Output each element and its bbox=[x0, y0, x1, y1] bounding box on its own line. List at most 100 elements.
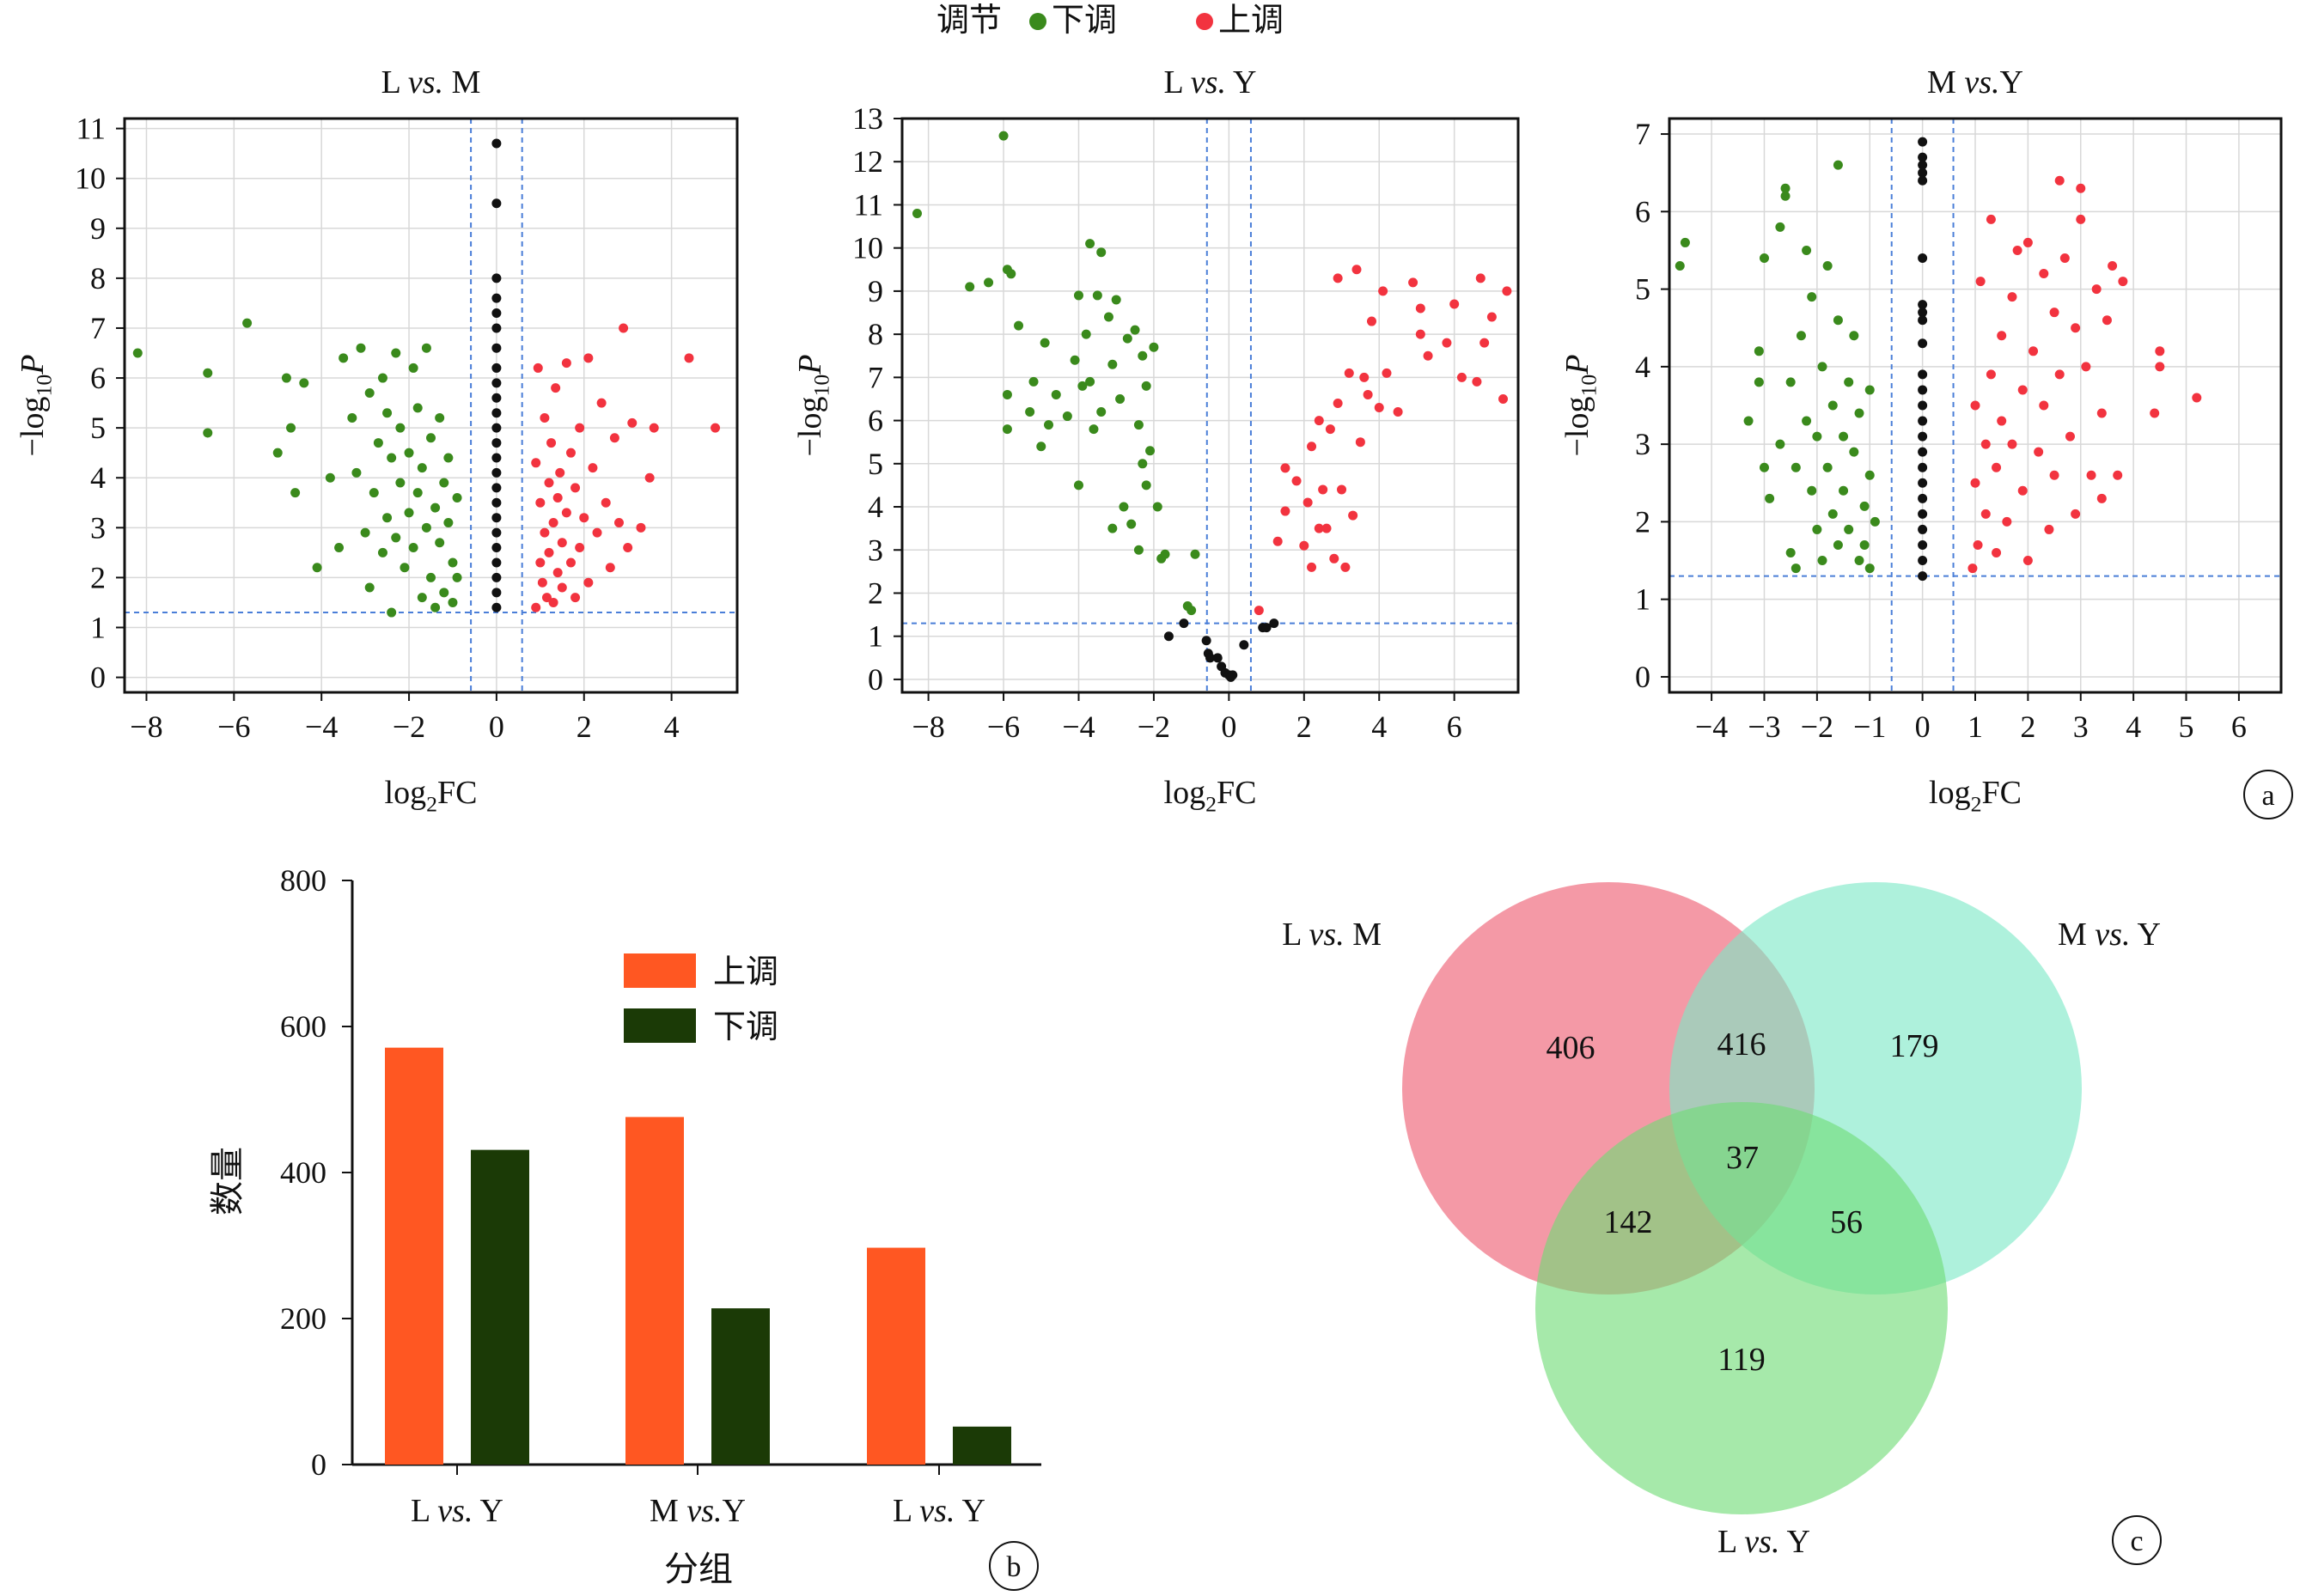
data-point-ns bbox=[491, 198, 502, 209]
data-point-up bbox=[619, 323, 629, 333]
data-point-down bbox=[1085, 376, 1095, 387]
y-tick-label: 3 bbox=[868, 533, 883, 567]
data-point-up bbox=[2150, 408, 2160, 418]
data-point-down bbox=[1854, 408, 1864, 418]
y-tick-label: 12 bbox=[852, 144, 883, 179]
data-point-down bbox=[1833, 315, 1843, 326]
data-point-down bbox=[1807, 485, 1817, 496]
data-point-ns bbox=[1163, 631, 1174, 642]
data-point-down bbox=[1807, 292, 1817, 302]
data-point-down bbox=[435, 538, 445, 548]
data-point-down bbox=[1864, 470, 1875, 480]
data-point-up bbox=[588, 463, 598, 473]
data-point-down bbox=[412, 488, 423, 498]
data-point-down bbox=[1073, 480, 1083, 490]
data-point-ns bbox=[1918, 175, 1928, 186]
data-point-down bbox=[430, 602, 441, 612]
data-point-down bbox=[1152, 502, 1162, 512]
data-point-up bbox=[2007, 292, 2017, 302]
y-tick-label: 5 bbox=[90, 411, 106, 445]
data-point-up bbox=[583, 353, 594, 363]
data-point-down bbox=[1812, 431, 1822, 442]
data-point-down bbox=[1107, 523, 1118, 533]
data-point-up bbox=[1472, 376, 1482, 387]
x-axis-label: log2FC bbox=[1164, 775, 1257, 817]
data-point-down bbox=[448, 597, 458, 607]
data-point-up bbox=[1363, 389, 1373, 399]
data-point-down bbox=[1014, 320, 1024, 331]
data-point-down bbox=[421, 343, 431, 353]
data-point-ns bbox=[1918, 462, 1928, 472]
panel-label-b: b bbox=[989, 1541, 1039, 1591]
x-axis-label: log2FC bbox=[385, 775, 478, 817]
data-point-up bbox=[557, 582, 567, 593]
bar-up bbox=[867, 1247, 925, 1465]
data-point-down bbox=[1138, 350, 1148, 361]
data-point-down bbox=[1827, 400, 1838, 411]
y-tick-label: 8 bbox=[90, 261, 106, 295]
data-point-down bbox=[417, 463, 427, 473]
data-point-ns bbox=[1918, 253, 1928, 263]
data-point-down bbox=[391, 533, 401, 543]
data-point-down bbox=[1822, 261, 1833, 271]
data-point-up bbox=[2017, 485, 2028, 496]
data-point-down bbox=[1754, 346, 1764, 356]
data-point-ns bbox=[491, 572, 502, 582]
venn-region-count: 119 bbox=[1717, 1342, 1766, 1378]
y-tick-label: 0 bbox=[868, 662, 883, 697]
data-point-up bbox=[609, 433, 619, 443]
data-point-up bbox=[551, 383, 561, 393]
data-point-ns bbox=[1239, 640, 1249, 650]
data-point-down bbox=[351, 467, 362, 478]
data-point-up bbox=[605, 563, 615, 573]
data-point-ns bbox=[1918, 137, 1928, 147]
data-point-down bbox=[382, 513, 393, 523]
venn-region-count: 142 bbox=[1604, 1204, 1653, 1240]
data-point-down bbox=[1089, 424, 1099, 435]
data-point-down bbox=[1791, 462, 1801, 472]
data-point-up bbox=[2108, 261, 2118, 271]
data-point-down bbox=[1036, 442, 1046, 452]
data-point-down bbox=[430, 503, 441, 513]
data-point-up bbox=[623, 543, 633, 553]
data-point-up bbox=[1382, 368, 1392, 378]
y-tick-label: 3 bbox=[1635, 427, 1650, 461]
plot-title: L vs. M bbox=[381, 64, 481, 101]
data-point-down bbox=[421, 522, 431, 533]
x-tick-label: L vs. Y bbox=[893, 1493, 985, 1529]
x-tick-label: −8 bbox=[130, 710, 162, 744]
data-point-up bbox=[2155, 346, 2165, 356]
data-point-down bbox=[1107, 359, 1118, 369]
data-point-down bbox=[1070, 355, 1080, 365]
data-point-down bbox=[417, 593, 427, 603]
data-point-up bbox=[592, 527, 602, 538]
data-point-down bbox=[272, 448, 283, 458]
svg-text:c: c bbox=[2130, 1526, 2143, 1557]
data-point-ns bbox=[1201, 636, 1211, 646]
x-tick-label: −6 bbox=[217, 710, 250, 744]
data-point-ns bbox=[1918, 315, 1928, 326]
data-point-up bbox=[533, 362, 543, 373]
y-axis-label: −log10P bbox=[15, 354, 57, 456]
data-point-ns bbox=[491, 138, 502, 149]
data-point-down bbox=[1817, 556, 1827, 566]
data-point-up bbox=[537, 577, 547, 588]
data-point-up bbox=[535, 557, 546, 568]
data-point-down bbox=[1190, 549, 1200, 559]
data-point-down bbox=[1780, 191, 1791, 201]
x-axis-label: log2FC bbox=[1929, 775, 2022, 817]
data-point-down bbox=[1775, 222, 1785, 232]
data-point-ns bbox=[1179, 618, 1189, 629]
data-point-ns bbox=[1918, 571, 1928, 582]
data-point-ns bbox=[1918, 160, 1928, 170]
legend-down-dot bbox=[1029, 13, 1046, 30]
data-point-up bbox=[1348, 510, 1358, 521]
data-point-up bbox=[1486, 312, 1497, 322]
data-point-up bbox=[2118, 277, 2128, 287]
data-point-down bbox=[1187, 606, 1197, 616]
x-tick-label: 4 bbox=[1371, 710, 1387, 744]
x-tick-label: −4 bbox=[1695, 710, 1728, 744]
data-point-down bbox=[1156, 553, 1167, 563]
data-point-down bbox=[404, 448, 414, 458]
